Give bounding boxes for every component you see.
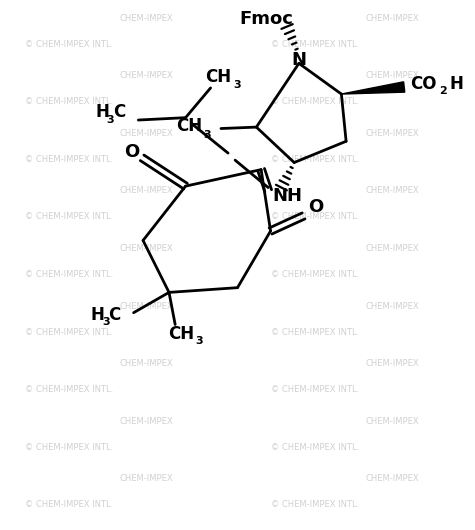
Text: © CHEM-IMPEX INTL.: © CHEM-IMPEX INTL. <box>25 155 113 164</box>
Text: CH: CH <box>168 325 194 343</box>
Text: 3: 3 <box>107 114 114 125</box>
Text: CHEM-IMPEX: CHEM-IMPEX <box>365 129 418 138</box>
Text: © CHEM-IMPEX INTL.: © CHEM-IMPEX INTL. <box>271 40 359 49</box>
Text: H: H <box>90 306 104 324</box>
Text: CHEM-IMPEX: CHEM-IMPEX <box>119 302 173 311</box>
Text: CHEM-IMPEX: CHEM-IMPEX <box>119 474 173 483</box>
Text: C: C <box>114 103 125 121</box>
Text: © CHEM-IMPEX INTL.: © CHEM-IMPEX INTL. <box>25 270 113 279</box>
Text: NH: NH <box>272 187 302 205</box>
Text: © CHEM-IMPEX INTL.: © CHEM-IMPEX INTL. <box>25 40 113 49</box>
Text: CHEM-IMPEX: CHEM-IMPEX <box>365 417 418 426</box>
Text: 3: 3 <box>102 317 110 327</box>
Text: © CHEM-IMPEX INTL.: © CHEM-IMPEX INTL. <box>271 328 359 337</box>
Text: CHEM-IMPEX: CHEM-IMPEX <box>365 359 418 368</box>
Text: CHEM-IMPEX: CHEM-IMPEX <box>365 71 418 80</box>
Text: © CHEM-IMPEX INTL.: © CHEM-IMPEX INTL. <box>25 443 113 452</box>
Text: CHEM-IMPEX: CHEM-IMPEX <box>119 129 173 138</box>
Text: C: C <box>109 306 121 324</box>
Text: 3: 3 <box>234 80 241 90</box>
Polygon shape <box>342 82 405 94</box>
Text: © CHEM-IMPEX INTL.: © CHEM-IMPEX INTL. <box>25 97 113 106</box>
Text: 2: 2 <box>439 86 447 96</box>
Text: © CHEM-IMPEX INTL.: © CHEM-IMPEX INTL. <box>25 328 113 337</box>
Text: CH: CH <box>206 68 232 85</box>
Text: © CHEM-IMPEX INTL.: © CHEM-IMPEX INTL. <box>25 385 113 394</box>
Text: © CHEM-IMPEX INTL.: © CHEM-IMPEX INTL. <box>271 213 359 222</box>
Text: 3: 3 <box>195 337 203 347</box>
Text: O: O <box>308 198 323 216</box>
Text: CO: CO <box>410 75 437 93</box>
Text: © CHEM-IMPEX INTL.: © CHEM-IMPEX INTL. <box>271 155 359 164</box>
Text: © CHEM-IMPEX INTL.: © CHEM-IMPEX INTL. <box>271 500 359 509</box>
Text: © CHEM-IMPEX INTL.: © CHEM-IMPEX INTL. <box>271 97 359 106</box>
Text: CHEM-IMPEX: CHEM-IMPEX <box>119 187 173 196</box>
Text: N: N <box>291 50 306 68</box>
Text: CHEM-IMPEX: CHEM-IMPEX <box>365 302 418 311</box>
Text: © CHEM-IMPEX INTL.: © CHEM-IMPEX INTL. <box>271 385 359 394</box>
Text: CH: CH <box>176 117 202 135</box>
Text: © CHEM-IMPEX INTL.: © CHEM-IMPEX INTL. <box>25 213 113 222</box>
Text: CHEM-IMPEX: CHEM-IMPEX <box>365 244 418 253</box>
Text: CHEM-IMPEX: CHEM-IMPEX <box>119 244 173 253</box>
Text: © CHEM-IMPEX INTL.: © CHEM-IMPEX INTL. <box>271 270 359 279</box>
Text: CHEM-IMPEX: CHEM-IMPEX <box>119 359 173 368</box>
Text: © CHEM-IMPEX INTL.: © CHEM-IMPEX INTL. <box>271 443 359 452</box>
Text: H: H <box>449 75 463 93</box>
Text: CHEM-IMPEX: CHEM-IMPEX <box>119 14 173 23</box>
Text: 3: 3 <box>203 130 210 140</box>
Text: CHEM-IMPEX: CHEM-IMPEX <box>119 417 173 426</box>
Text: CHEM-IMPEX: CHEM-IMPEX <box>365 187 418 196</box>
Text: CHEM-IMPEX: CHEM-IMPEX <box>365 14 418 23</box>
Text: O: O <box>124 143 139 161</box>
Text: CHEM-IMPEX: CHEM-IMPEX <box>365 474 418 483</box>
Text: CHEM-IMPEX: CHEM-IMPEX <box>119 71 173 80</box>
Text: H: H <box>95 103 109 121</box>
Text: © CHEM-IMPEX INTL.: © CHEM-IMPEX INTL. <box>25 500 113 509</box>
Text: Fmoc: Fmoc <box>239 10 293 28</box>
